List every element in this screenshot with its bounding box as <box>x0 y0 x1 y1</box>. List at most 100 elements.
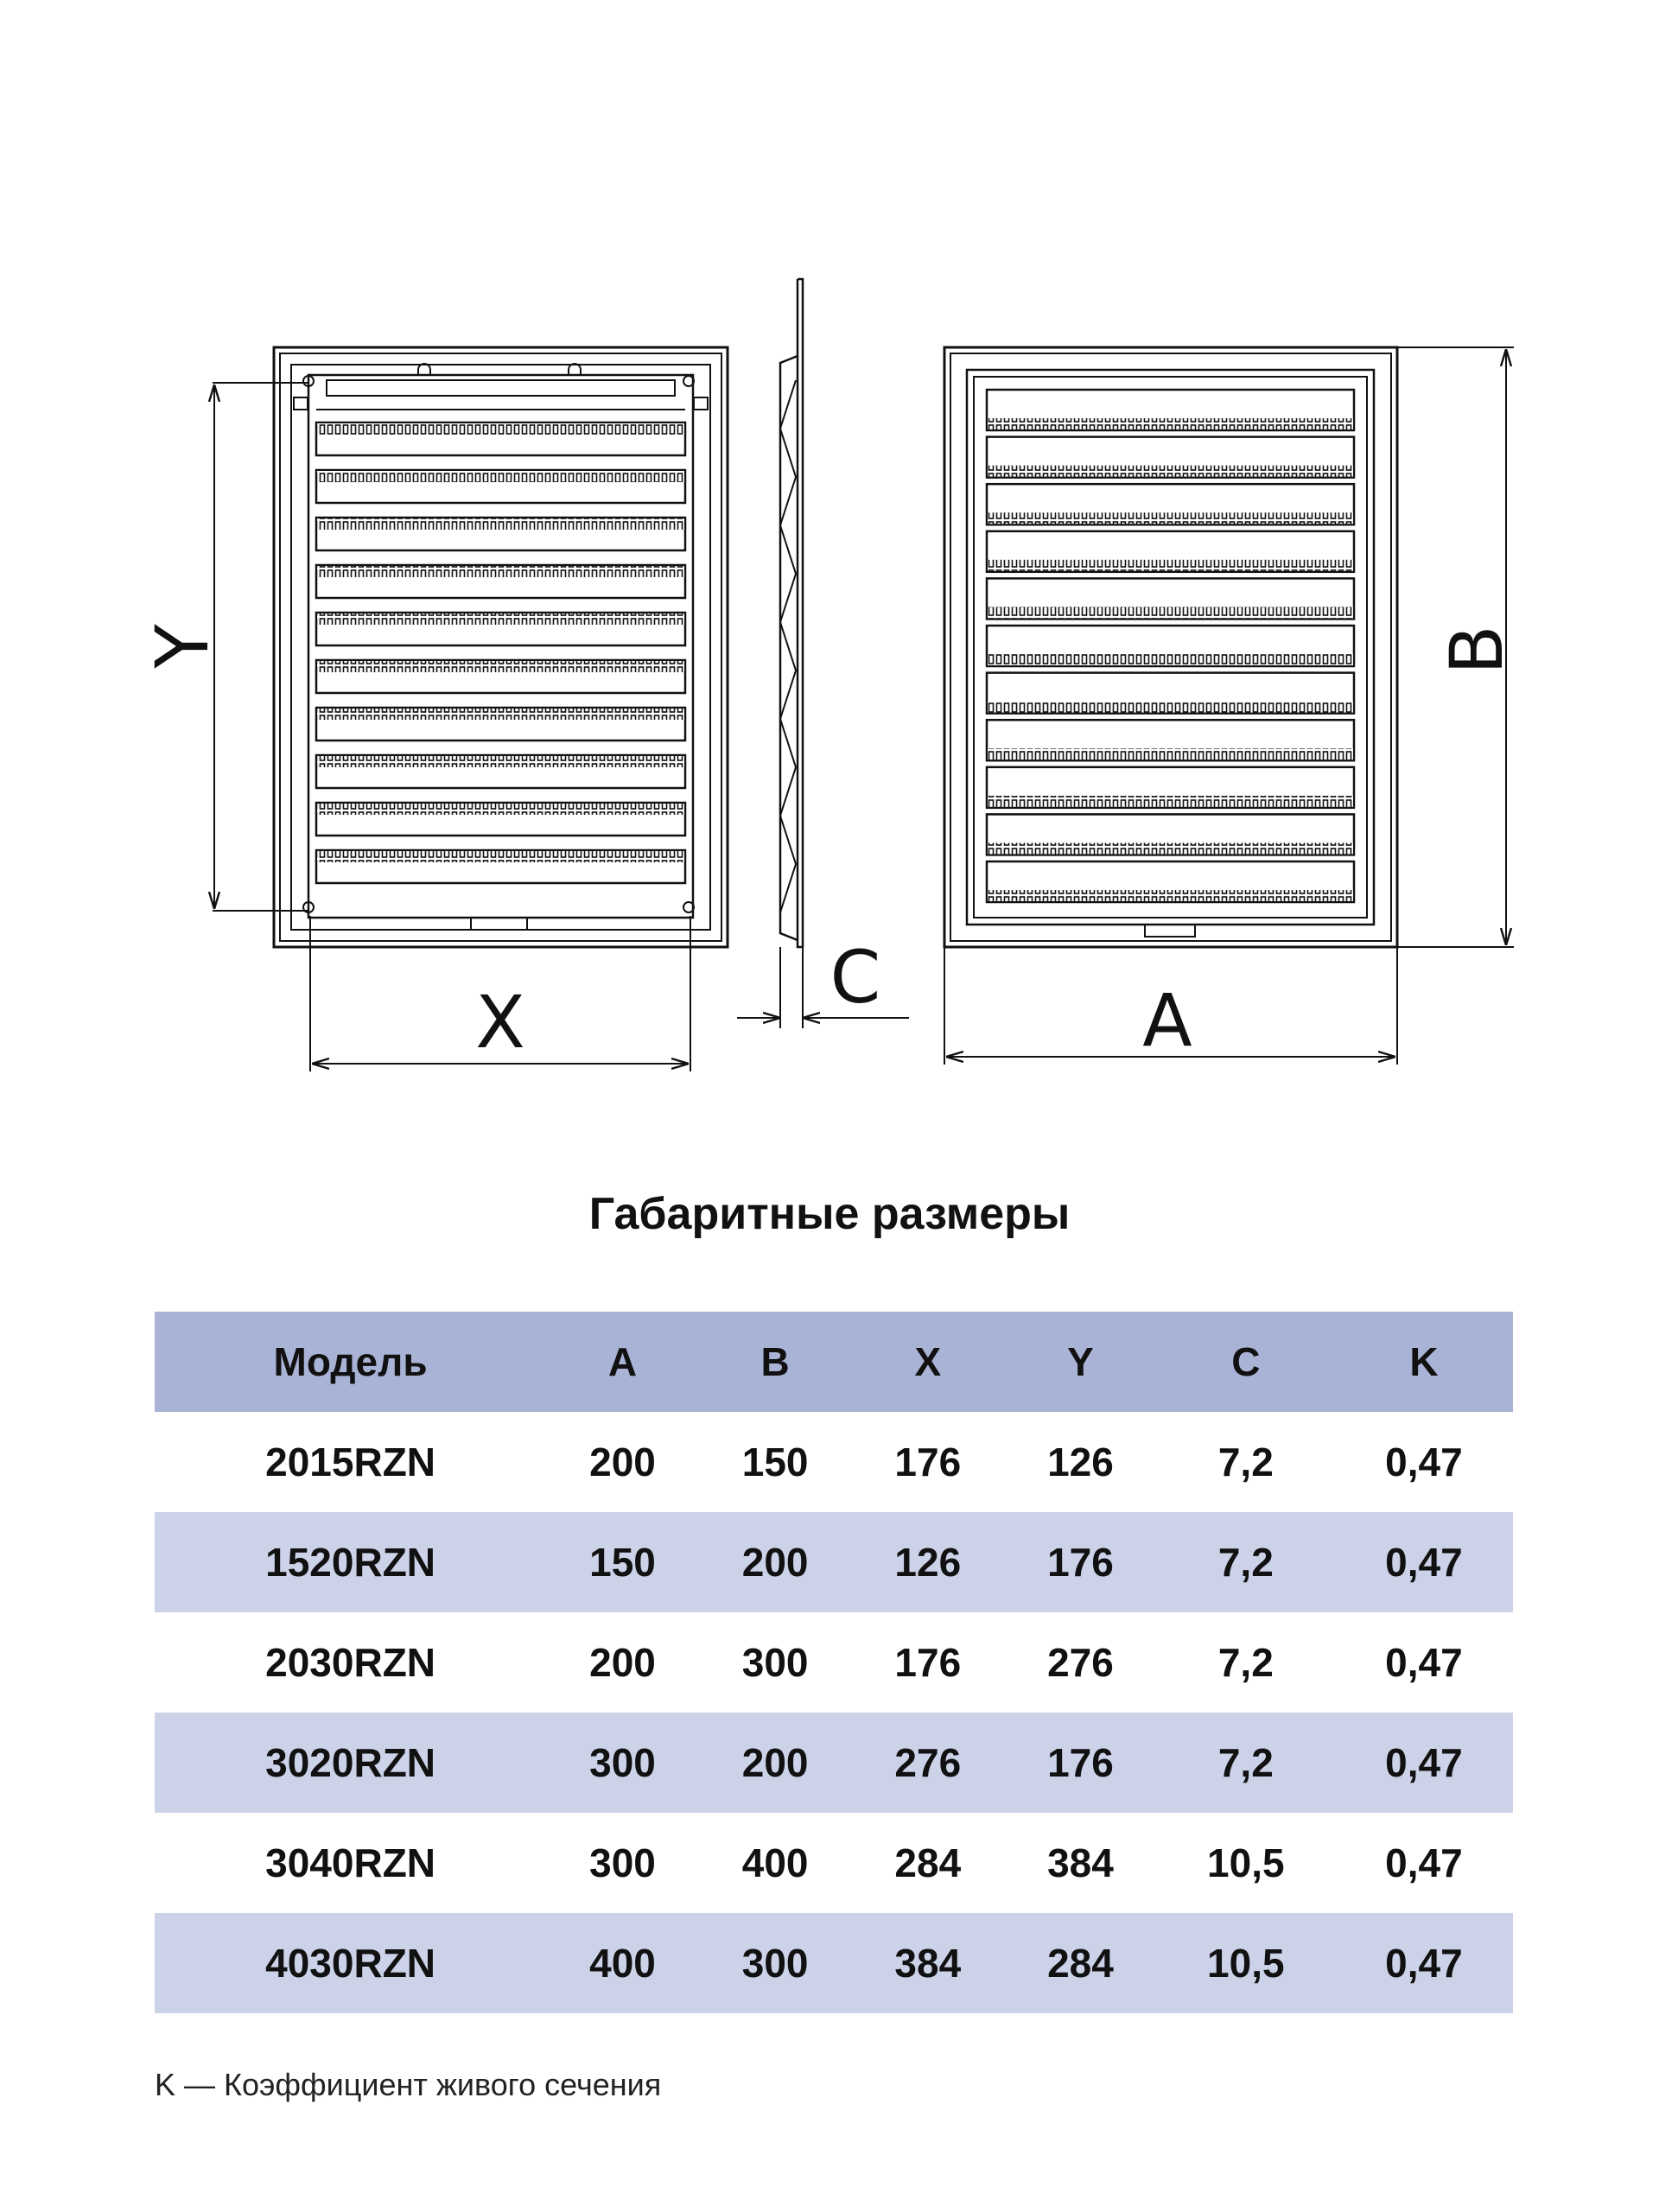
table-cell: 300 <box>546 1713 699 1813</box>
table-cell: 200 <box>589 1440 656 1484</box>
table-cell: 176 <box>894 1440 962 1484</box>
grille-dimension-drawing: Y X C A B <box>140 277 1519 1071</box>
louvre-slat <box>315 516 687 552</box>
louvre-slat <box>985 624 1356 668</box>
louvre-slat <box>315 849 687 885</box>
slat-teeth <box>988 512 1353 524</box>
table-cell: 300 <box>698 1913 852 2013</box>
table-cell: 2015RZN <box>265 1440 436 1484</box>
side-view <box>779 277 804 949</box>
table-cell: 200 <box>698 1512 852 1612</box>
louvre-slat <box>985 482 1356 526</box>
table-cell: 4030RZN <box>155 1913 547 2013</box>
table-cell: 176 <box>1004 1713 1157 1813</box>
table-row: 2030RZN 200 300 176 276 7,2 0,47 <box>155 1612 1513 1713</box>
table-cell: 2030RZN <box>265 1640 436 1685</box>
table-cell: 7,2 <box>1217 1440 1274 1484</box>
table-cell: 0,47 <box>1385 1440 1463 1484</box>
table-cell: 284 <box>894 1840 962 1885</box>
dimension-label-a: A <box>1142 978 1192 1063</box>
table-cell: 0,47 <box>1334 1913 1513 2013</box>
louvre-slat <box>985 813 1356 856</box>
back-view <box>272 346 729 949</box>
column-header: B <box>698 1312 852 1412</box>
table-cell: 7,2 <box>1156 1512 1335 1612</box>
slat-teeth <box>988 701 1353 713</box>
footnote: K — Коэффициент живого сечения <box>155 2067 662 2102</box>
column-header: C <box>1156 1312 1335 1412</box>
slat-teeth <box>988 748 1353 760</box>
table-cell: 176 <box>1004 1512 1157 1612</box>
louvre-slat <box>315 468 687 505</box>
slat-teeth <box>317 518 684 530</box>
table-cell: 0,47 <box>1385 1640 1463 1685</box>
table-cell: 0,47 <box>1385 1840 1463 1885</box>
dimension-label-b: B <box>1434 625 1519 675</box>
column-header: A <box>546 1312 699 1412</box>
page-title: Габаритные размеры <box>588 1189 1071 1239</box>
slat-teeth <box>988 607 1353 619</box>
table-row: 3020RZN 300 200 276 176 7,2 0,47 <box>155 1713 1513 1813</box>
table-cell: 284 <box>1004 1913 1157 2013</box>
slat-teeth <box>988 654 1353 665</box>
column-header: Модель <box>155 1312 547 1412</box>
louvre-slat <box>315 563 687 600</box>
table-cell: 276 <box>1047 1640 1114 1685</box>
dimension-label-x: X <box>475 980 525 1065</box>
table-cell: 400 <box>546 1913 699 2013</box>
table-row: 3040RZN 300 400 284 384 10,5 0,47 <box>155 1813 1513 1913</box>
table-cell: 126 <box>851 1512 1005 1612</box>
column-header: Y <box>1004 1312 1157 1412</box>
table-row: 4030RZN 400 300 384 284 10,5 0,47 <box>155 1913 1513 2013</box>
table-cell: 200 <box>698 1713 852 1813</box>
louvre-slat <box>315 801 687 837</box>
slat-teeth <box>317 613 684 625</box>
slat-teeth <box>988 418 1353 429</box>
slat-teeth <box>317 661 684 672</box>
louvre-slat <box>315 421 687 457</box>
louvre-slat <box>985 577 1356 620</box>
table-cell: 176 <box>894 1640 962 1685</box>
table-cell: 200 <box>589 1640 656 1685</box>
table-cell: 300 <box>741 1640 809 1685</box>
table-cell: 1520RZN <box>155 1512 547 1612</box>
louvre-slat <box>315 611 687 647</box>
slat-teeth <box>988 465 1353 477</box>
table-cell: 126 <box>1047 1440 1114 1484</box>
louvre-slat <box>985 671 1356 715</box>
slat-teeth <box>988 890 1353 901</box>
slat-teeth <box>317 851 684 862</box>
column-header: K <box>1334 1312 1513 1412</box>
dimension-label-c: C <box>830 935 881 1020</box>
slat-teeth <box>317 709 684 720</box>
louvre-slat <box>985 530 1356 574</box>
column-header: X <box>851 1312 1005 1412</box>
table-cell: 3020RZN <box>155 1713 547 1813</box>
slat-teeth <box>988 842 1353 855</box>
table-cell: 0,47 <box>1334 1512 1513 1612</box>
louvre-slat <box>315 658 687 695</box>
table-cell: 384 <box>851 1913 1005 2013</box>
table-cell: 276 <box>851 1713 1005 1813</box>
slat-teeth <box>317 566 684 577</box>
slat-teeth <box>988 559 1353 571</box>
louvre-slat <box>315 706 687 742</box>
front-view <box>943 346 1399 949</box>
louvre-slat <box>985 860 1356 904</box>
slat-teeth <box>317 756 684 767</box>
louvre-slat <box>985 766 1356 810</box>
table-header-row: Модель A B X Y C K <box>155 1312 1513 1412</box>
slat-teeth <box>988 795 1353 807</box>
slat-teeth <box>317 471 684 482</box>
table-cell: 7,2 <box>1217 1640 1274 1685</box>
table-cell: 150 <box>546 1512 699 1612</box>
louvre-slat <box>985 388 1356 432</box>
louvre-slat <box>315 753 687 790</box>
louvre-slat <box>985 435 1356 479</box>
table-cell: 400 <box>741 1840 809 1885</box>
table-row: 2015RZN 200 150 176 126 7,2 0,47 <box>155 1412 1513 1512</box>
dimensions-table: Модель A B X Y C K 2015RZN 200 150 176 126 7,2 0,47 1… <box>155 1312 1513 2013</box>
table-cell: 300 <box>589 1840 656 1885</box>
louvre-slat <box>985 718 1356 762</box>
table-cell: 384 <box>1047 1840 1114 1885</box>
